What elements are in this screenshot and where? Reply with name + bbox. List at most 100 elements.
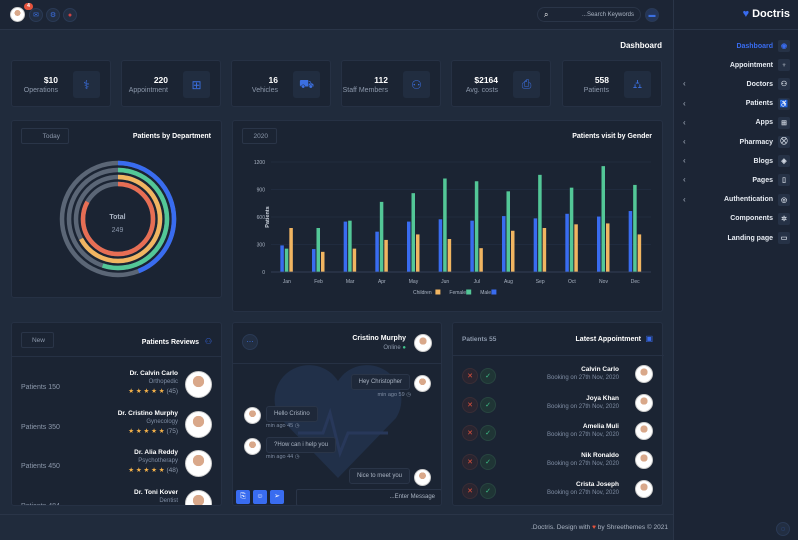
search-input[interactable]: ...Search Keywords (581, 12, 634, 18)
appointment-item: ✕ ✓ Joya Khan Booking on 27th Nov, 2020 (453, 392, 663, 420)
send-button[interactable]: ➢ (270, 490, 284, 504)
department-filter-select[interactable]: Today (21, 128, 69, 144)
stat-value: 112 (374, 75, 388, 85)
stat-card-operations[interactable]: $10 Operations ⚕ (11, 60, 111, 107)
divider (233, 363, 441, 364)
year-filter-select[interactable]: 2020 (242, 128, 277, 144)
bar-children (637, 234, 642, 272)
stat-card-vehicles[interactable]: 16 Vehicles ⛟ (231, 60, 331, 107)
message-bubble: Hello Cristino (266, 406, 318, 422)
review-item[interactable]: Patients 150 Dr. Calvin Carlo Orthopedic… (12, 370, 221, 408)
user-icon: ⚇ (778, 78, 790, 91)
patient-name: Amelia Muli (582, 423, 619, 431)
y-tick-label: 300 (257, 243, 266, 249)
reject-button[interactable]: ✕ (462, 454, 478, 471)
stat-card-staff-members[interactable]: 112 Staff Members ⚇ (341, 60, 441, 107)
legend-swatch (466, 289, 472, 295)
attach-button[interactable]: ⎘ (236, 490, 250, 504)
patient-avatar (635, 479, 653, 498)
stat-card-appointment[interactable]: 220 Appointment ⊞ (121, 60, 221, 107)
doctor-avatar (185, 371, 212, 398)
reviews-filter-select[interactable]: New (21, 332, 54, 348)
sidebar-item-blogs[interactable]: Blogs ◈ (754, 155, 790, 168)
staff-icon: ⚇ (403, 71, 430, 98)
x-tick-label: Aug (504, 279, 513, 285)
more-options-button[interactable]: ⋯ (242, 334, 258, 350)
bar-male (565, 213, 569, 272)
sidebar-item-appointment[interactable]: Appointment ♆ (730, 59, 790, 72)
donut-total-label: Total (109, 214, 126, 221)
chevron-left-icon[interactable]: ‹ (683, 194, 686, 204)
review-item[interactable]: Patients 350 Dr. Cristino Murphy Gynecol… (12, 410, 221, 448)
donut-total-value: 249 (111, 227, 124, 234)
bar-female (411, 193, 415, 272)
sidebar-item-apps[interactable]: Apps ⊞ (756, 116, 790, 129)
patient-name: Nik Ronaldo (581, 452, 619, 460)
menu-toggle-button[interactable]: ▬ (645, 8, 659, 22)
brand-logo[interactable]: ♥ Doctris (743, 8, 790, 20)
bar-female (443, 178, 447, 272)
doctor-specialty: Dentist (159, 497, 178, 504)
chevron-left-icon[interactable]: ‹ (683, 117, 686, 127)
accept-button[interactable]: ✓ (480, 482, 496, 499)
sidebar-item-doctors[interactable]: Doctors ⚇ (746, 78, 790, 91)
mail-icon[interactable]: ✉ (29, 8, 43, 22)
settings-icon[interactable]: ⚙ (46, 8, 60, 22)
patient-name: Calvin Carlo (581, 366, 619, 373)
chevron-left-icon[interactable]: ‹ (683, 98, 686, 108)
stat-card-avg-costs[interactable]: $2164 Avg. costs ⎙ (451, 60, 551, 107)
booking-date: Booking on 27th Nov, 2020 (547, 375, 619, 381)
sidebar-item-landing-page[interactable]: Landing page ▭ (728, 232, 790, 244)
language-flag-icon[interactable]: ● (63, 8, 77, 22)
radial-bar (59, 160, 177, 278)
emoji-button[interactable]: ☺ (253, 490, 267, 504)
blog-icon: ◈ (778, 155, 790, 168)
dashboard-icon: ◉ (778, 40, 790, 52)
sidebar-item-label: Doctors (746, 80, 773, 88)
stat-card-patients[interactable]: 558 Patients ⛼ (562, 60, 662, 107)
x-tick-label: Oct (568, 279, 576, 285)
chevron-left-icon[interactable]: ‹ (683, 79, 686, 89)
reject-button[interactable]: ✕ (462, 396, 478, 413)
accept-button[interactable]: ✓ (480, 454, 496, 471)
accept-button[interactable]: ✓ (480, 425, 496, 442)
patients-visit-by-gender-panel: 2020 Patients visit by Gender 0 300 600 900… (232, 120, 663, 312)
stat-value: 558 (594, 75, 609, 85)
department-title: Patients by Department (132, 133, 211, 140)
bar-male (470, 220, 474, 272)
sidebar-item-authentication[interactable]: Authentication ◎ (724, 193, 790, 206)
bar-children (352, 248, 357, 272)
message-bubble: Hey Christopher (350, 374, 410, 390)
chevron-left-icon[interactable]: ‹ (683, 175, 686, 185)
sidebar-item-patients[interactable]: Patients ♿ (746, 97, 790, 110)
chevron-left-icon[interactable]: ‹ (683, 137, 686, 146)
search-box[interactable]: ⌕ ...Search Keywords (537, 7, 641, 22)
accept-button[interactable]: ✓ (480, 396, 496, 413)
sidebar-item-pages[interactable]: Pages ▯ (752, 174, 790, 187)
sidebar-item-components[interactable]: Components ✲ (730, 212, 790, 225)
review-item[interactable]: Patients 450 Dr. Alia Reddy Psychotherap… (12, 449, 221, 487)
reject-button[interactable]: ✕ (462, 368, 478, 384)
reject-button[interactable]: ✕ (462, 425, 478, 442)
reject-button[interactable]: ✕ (462, 482, 478, 499)
stat-value: $10 (43, 75, 58, 85)
sidebar-item-dashboard[interactable]: Dashboard ◉ (736, 40, 790, 52)
chevron-left-icon[interactable]: ‹ (683, 156, 686, 166)
bar-male (438, 219, 443, 272)
x-tick-label: Dec (631, 279, 640, 285)
appointment-item: ✕ ✓ Calvin Carlo Booking on 27th Nov, 202… (453, 363, 663, 391)
latest-appointment-panel: Patients 55 Latest Appointment ▣ ✕ ✓ Calv… (452, 322, 664, 506)
sidebar-item-pharmacy[interactable]: Pharmacy ⛒ (740, 136, 790, 148)
legend-label: Children (413, 290, 432, 296)
accept-button[interactable]: ✓ (480, 368, 496, 384)
message-input[interactable]: ...Enter Message (296, 489, 441, 505)
sidebar-item-label: Pharmacy (739, 138, 773, 146)
x-tick-label: Sep (536, 279, 545, 285)
x-tick-label: Jul (474, 279, 480, 285)
bar-children (511, 230, 515, 272)
review-item[interactable]: Patients 484 Dr. Toni Kover Dentist (12, 489, 221, 505)
divider (453, 355, 664, 356)
user-avatar[interactable] (10, 7, 25, 22)
star-rating: ★ ★ ★ ★ ★ (48) (128, 467, 178, 474)
chat-support-button[interactable]: ◌ (776, 522, 790, 536)
